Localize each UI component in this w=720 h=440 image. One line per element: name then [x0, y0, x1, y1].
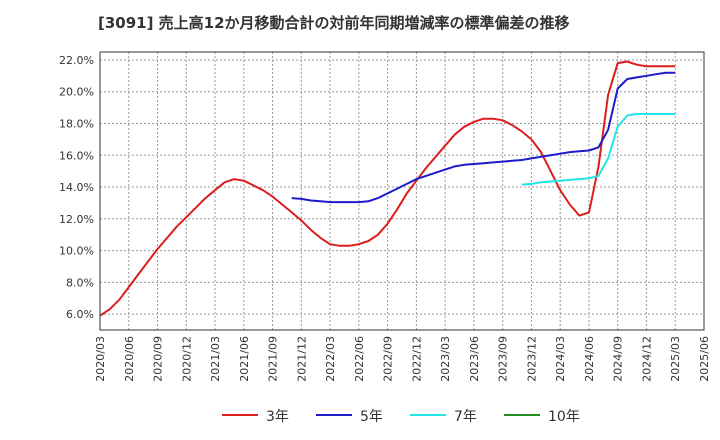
x-tick-label: 2024/03: [554, 336, 567, 382]
x-tick-label: 2021/06: [238, 336, 251, 382]
x-tick-label: 2022/12: [410, 336, 423, 382]
series-line-7年: [521, 113, 676, 186]
x-tick-label: 2023/06: [468, 336, 481, 382]
y-tick-label: 16.0%: [59, 149, 94, 162]
y-tick-label: 20.0%: [59, 86, 94, 99]
x-tick-label: 2020/09: [152, 336, 165, 382]
plot-frame: [99, 51, 705, 331]
legend-label: 3年: [266, 409, 289, 425]
y-tick-label: 6.0%: [66, 308, 94, 321]
x-tick-label: 2024/12: [640, 336, 653, 382]
y-axis-tick-labels: 6.0% 8.0% 10.0% 12.0% 14.0% 16.0% 18.0% 20.0% 22…: [59, 54, 94, 321]
x-tick-label: 2023/12: [525, 336, 538, 382]
x-tick-label: 2021/03: [209, 336, 222, 382]
x-axis-tick-labels: 2020/03 2020/06 2020/09 2020/12 2021/03 2021/…: [94, 336, 711, 382]
y-tick-label: 14.0%: [59, 181, 94, 194]
x-tick-label: 2021/09: [267, 336, 280, 382]
series-line-5年: [291, 71, 676, 204]
series-lines: [99, 60, 676, 317]
legend-swatch: [316, 414, 352, 416]
x-tick-label: 2020/06: [123, 336, 136, 382]
grid-lines: [99, 52, 705, 330]
y-tick-label: 12.0%: [59, 213, 94, 226]
y-tick-label: 10.0%: [59, 245, 94, 258]
x-tick-label: 2022/06: [353, 336, 366, 382]
legend-swatch: [410, 414, 446, 416]
legend-label: 10年: [548, 409, 580, 425]
x-tick-label: 2025/06: [698, 336, 711, 382]
x-tick-label: 2021/12: [295, 336, 308, 382]
legend-swatch: [504, 414, 540, 416]
x-tick-label: 2024/09: [612, 336, 625, 382]
y-tick-label: 22.0%: [59, 54, 94, 67]
chart-title: [3091] 売上高12か月移動合計の対前年同期増減率の標準偏差の推移: [98, 14, 570, 32]
series-line-3年: [99, 60, 676, 317]
x-tick-label: 2024/06: [583, 336, 596, 382]
x-tick-label: 2023/03: [439, 336, 452, 382]
y-tick-label: 18.0%: [59, 117, 94, 130]
legend-label: 5年: [360, 409, 383, 425]
x-tick-label: 2022/03: [324, 336, 337, 382]
x-tick-label: 2025/03: [669, 336, 682, 382]
plot-background: [100, 52, 704, 330]
x-tick-label: 2022/09: [382, 336, 395, 382]
legend-swatch: [222, 414, 258, 416]
x-tick-label: 2020/03: [94, 336, 107, 382]
x-tick-label: 2023/09: [497, 336, 510, 382]
y-tick-label: 8.0%: [66, 276, 94, 289]
x-tick-label: 2020/12: [180, 336, 193, 382]
legend-label: 7年: [454, 409, 477, 425]
legend: 3年 5年 7年 10年: [0, 400, 720, 430]
line-chart: 6.0% 8.0% 10.0% 12.0% 14.0% 16.0% 18.0% 20.0% 22…: [59, 51, 711, 382]
